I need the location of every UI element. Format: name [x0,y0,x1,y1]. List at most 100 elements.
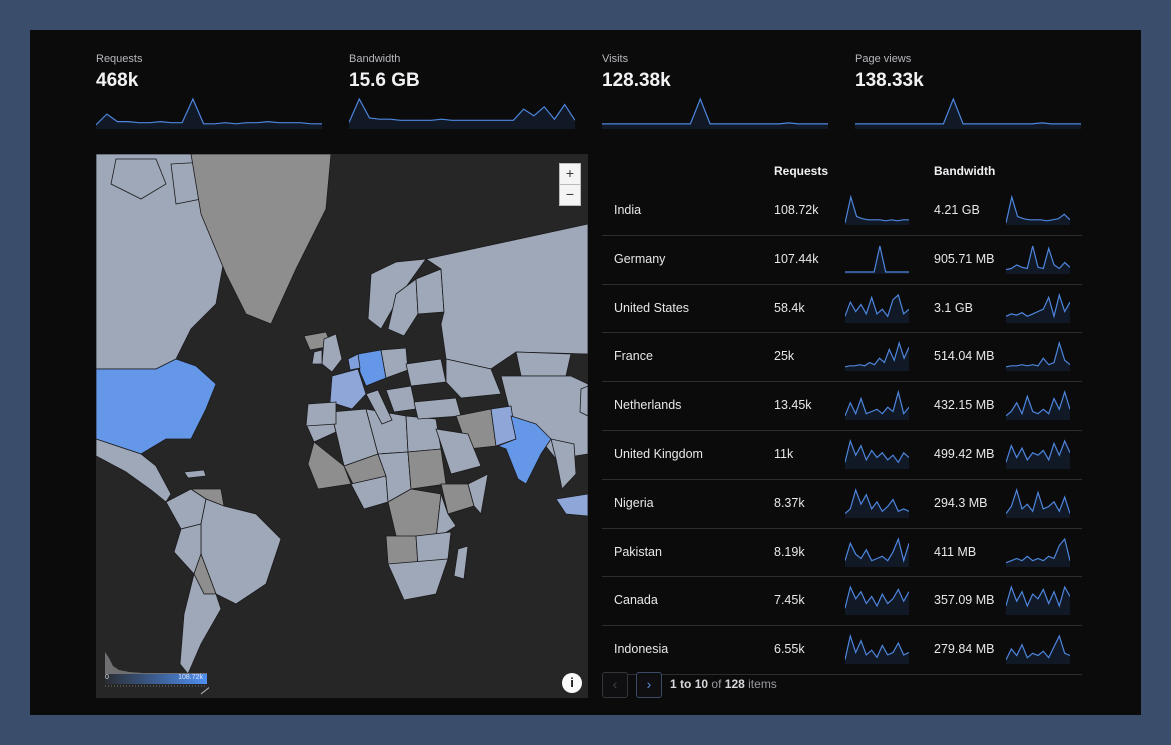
sparkline-line [1006,439,1070,463]
metric-sparkline [96,97,322,129]
info-icon[interactable]: i [562,673,582,693]
sparkline-line [845,585,909,609]
sparkline-line [855,97,1081,125]
country-italy[interactable] [365,389,393,425]
bandwidth-sparkline [1006,195,1070,225]
requests-sparkline [845,390,909,421]
column-header-requests[interactable]: Requests [774,164,829,178]
sparkline-area [845,538,909,567]
bandwidth-value: 514.04 MB [934,349,995,364]
sparkline-line [845,536,909,563]
requests-sparkline [845,536,909,567]
metric-sparkline [855,97,1081,129]
table-row[interactable]: Nigeria 8.37k 294.3 MB [602,480,1082,529]
country-egypt[interactable] [405,415,442,453]
bandwidth-value: 905.71 MB [934,251,995,266]
sparkline-area [845,636,909,665]
country-finland[interactable] [415,268,445,315]
country-france[interactable] [329,368,367,410]
country-netherlands[interactable] [347,353,361,371]
country-india[interactable] [496,415,552,485]
legend-min-label: 0 [105,674,109,681]
requests-sparkline [845,195,909,225]
table-header: Requests Bandwidth [602,154,1082,187]
map-canvas[interactable] [96,154,588,698]
table-row[interactable]: United States 58.4k 3.1 GB [602,285,1082,334]
country-turkey[interactable] [413,397,462,420]
country-greenland[interactable] [190,154,332,325]
page-items-word: items [748,677,777,691]
country-mali[interactable] [307,441,352,490]
sparkline-area [1006,294,1070,323]
country-south-africa[interactable] [387,558,449,601]
page-total: 128 [724,677,745,691]
country-saudi-arabia[interactable] [435,428,482,475]
country-indonesia[interactable] [555,493,588,517]
country-poland[interactable] [380,347,409,379]
country-united-states[interactable] [96,358,217,455]
country-mongolia[interactable] [515,351,572,377]
requests-sparkline [845,438,909,469]
previous-page-button[interactable]: ‹ [602,672,628,698]
analytics-panel: Requests 468k Bandwidth 15.6 GB Visits 1… [30,30,1141,715]
sparkline-line [1006,195,1070,224]
country-russia[interactable] [424,223,588,370]
next-page-button[interactable]: › [636,672,662,698]
country-sweden[interactable] [387,278,419,337]
zoom-in-button[interactable]: + [559,163,581,185]
country-somalia[interactable] [467,473,489,515]
country-kazakhstan[interactable] [445,358,502,399]
bandwidth-value: 294.3 MB [934,495,988,510]
table-row[interactable]: Germany 107.44k 905.71 MB [602,236,1082,285]
table-row[interactable]: France 25k 514.04 MB [602,333,1082,383]
country-spain[interactable] [305,401,337,427]
requests-value: 108.72k [774,203,819,217]
zoom-out-button[interactable]: − [559,184,581,206]
metric-value: 15.6 GB [349,70,420,91]
bandwidth-sparkline [1006,537,1070,567]
table-row[interactable]: Indonesia 6.55k 279.84 MB [602,626,1082,675]
country-ireland[interactable] [311,349,323,365]
country-germany[interactable] [357,349,387,387]
country-madagascar[interactable] [453,545,469,580]
pagination-info: 1 to 10 of 128 items [670,677,777,691]
country-name: United Kingdom [614,446,703,461]
sparkline-line [1006,292,1070,319]
country-united-kingdom[interactable] [321,333,343,373]
country-kenya[interactable] [435,493,457,540]
country-argentina[interactable] [179,572,222,675]
country-japan[interactable] [579,385,588,417]
country-name: Pakistan [614,544,662,559]
bandwidth-sparkline [1006,439,1070,469]
legend-max-label: 108.72k [178,674,203,681]
column-header-bandwidth[interactable]: Bandwidth [934,164,996,178]
legend-histogram [105,652,212,695]
country-southeast-asia[interactable] [550,438,577,490]
requests-value: 25k [774,349,795,364]
table-row[interactable]: Netherlands 13.45k 432.15 MB [602,382,1082,431]
requests-sparkline [845,585,909,616]
table-row[interactable]: United Kingdom 11k 499.42 MB [602,431,1082,480]
country-sudan[interactable] [407,448,447,490]
sparkline-area [1006,538,1070,567]
sparkline-area [845,294,909,323]
pagination: ‹ › 1 to 10 of 128 items [602,672,1082,698]
sparkline-line [845,341,909,368]
table-row[interactable]: Canada 7.45k 357.09 MB [602,577,1082,627]
bandwidth-value: 411 MB [934,544,977,559]
country-balkans[interactable] [385,385,417,413]
table-row[interactable]: India 108.72k 4.21 GB [602,187,1082,236]
bandwidth-value: 432.15 MB [934,398,995,413]
requests-sparkline [845,487,909,518]
world-map[interactable]: + − 0 108.72k i [96,154,588,698]
sparkline-area [845,440,909,469]
sparkline-area [96,99,322,129]
bandwidth-value: 499.42 MB [934,446,995,461]
country-ukraine[interactable] [405,358,447,387]
bandwidth-value: 357.09 MB [934,593,995,608]
requests-value: 8.19k [774,544,805,559]
bandwidth-sparkline [1006,487,1070,518]
requests-value: 107.44k [774,251,819,266]
metric-sparkline [349,97,575,129]
table-row[interactable]: Pakistan 8.19k 411 MB [602,529,1082,578]
